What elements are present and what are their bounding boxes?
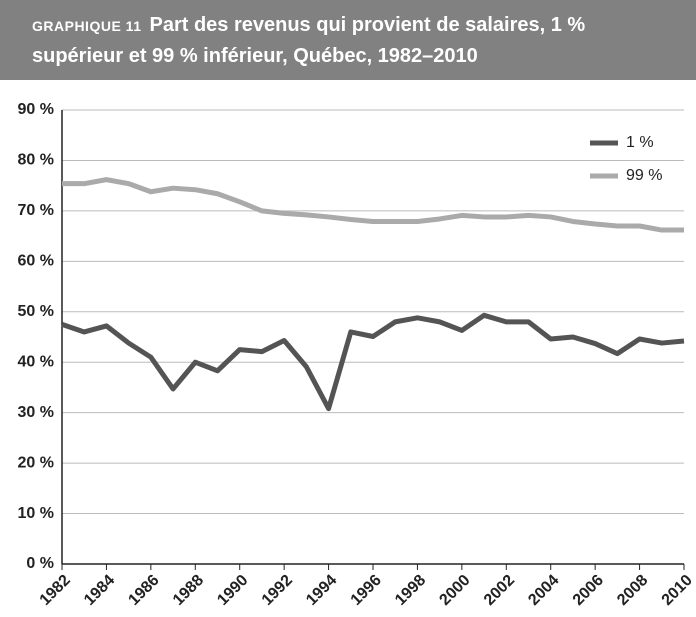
x-tick-label: 1982 [37, 572, 74, 609]
x-tick-label: 1994 [303, 572, 340, 609]
x-tick-label: 1998 [392, 572, 429, 609]
y-tick-label: 80 % [18, 152, 54, 169]
x-tick-label: 1992 [259, 572, 296, 609]
legend-label: 99 % [626, 167, 662, 184]
x-tick-label: 1990 [214, 572, 251, 609]
series-line [61, 312, 685, 412]
x-tick-label: 2008 [614, 572, 651, 609]
x-tick-label: 1996 [348, 572, 385, 609]
legend-label: 1 % [626, 134, 654, 151]
chart-label: GRAPHIQUE 11 [32, 18, 142, 34]
x-tick-label: 1984 [81, 572, 118, 609]
x-tick-label: 2002 [481, 572, 518, 609]
chart: 0 % 10 % 20 % 30 % 40 % 50 % 60 % 70 % 80 % 90 % 1… [18, 101, 696, 609]
x-tick-label: 1988 [170, 572, 207, 609]
y-tick-label: 0 % [26, 555, 54, 572]
y-tick-label: 20 % [18, 454, 54, 471]
y-tick-label: 50 % [18, 303, 54, 320]
chart-title: Part des revenus qui provient de salaire… [32, 14, 586, 67]
x-tick-label: 1986 [125, 572, 162, 609]
y-tick-label: 30 % [18, 404, 54, 421]
x-tick-label: 2006 [570, 572, 607, 609]
y-tick-label: 60 % [18, 253, 54, 270]
series-line [62, 177, 684, 233]
x-tick-label: 2010 [659, 572, 696, 609]
header: GRAPHIQUE 11 Part des revenus qui provien… [0, 0, 696, 80]
x-tick-label: 2004 [525, 572, 562, 609]
y-tick-label: 70 % [18, 202, 54, 219]
y-tick-label: 40 % [18, 353, 54, 370]
y-tick-label: 10 % [18, 505, 54, 522]
x-tick-label: 2000 [436, 572, 473, 609]
y-tick-label: 90 % [18, 101, 54, 118]
